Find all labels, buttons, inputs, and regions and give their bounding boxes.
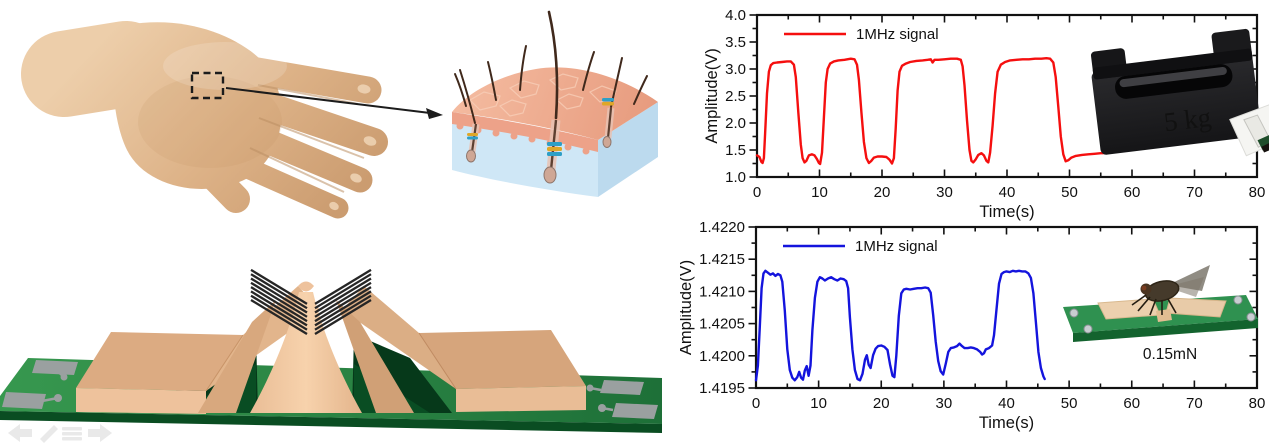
x-tick-label: 50 bbox=[1061, 184, 1078, 201]
epidermis-band bbox=[452, 112, 598, 152]
fly-legs bbox=[1131, 294, 1177, 316]
y-tick-label: 2.0 bbox=[725, 115, 746, 132]
viewer-toolbar bbox=[8, 424, 112, 443]
x-tick-label: 40 bbox=[999, 184, 1016, 201]
y-tick-label: 1.4205 bbox=[699, 316, 745, 333]
fingernail bbox=[357, 84, 371, 94]
fingernail bbox=[350, 173, 362, 183]
signal-trace bbox=[754, 269, 1046, 382]
y-tick-label: 1.0 bbox=[725, 169, 746, 186]
fingernail bbox=[329, 201, 339, 211]
x-tick-label: 0 bbox=[753, 184, 761, 201]
y-tick-label: 4.0 bbox=[725, 7, 746, 24]
x-tick-label: 20 bbox=[873, 395, 890, 412]
y-axis-title: Amplitude(V) bbox=[680, 260, 695, 355]
y-tick-label: 2.5 bbox=[725, 88, 746, 105]
plot-area: 0 10 20 30 40 50 60 70 80 1.4195 1.4200 1.4205 1.421… bbox=[680, 222, 1265, 432]
membrane-flap-right bbox=[1165, 297, 1227, 318]
force-label: 0.15mN bbox=[1143, 346, 1197, 363]
x-tick-label: 40 bbox=[998, 395, 1015, 412]
y-tick-label: 1.5 bbox=[725, 142, 746, 159]
y-tick-label: 3.5 bbox=[725, 34, 746, 51]
weight-mass-label: 5 kg bbox=[1162, 102, 1213, 138]
skin-cross-section bbox=[452, 10, 658, 197]
marked-region-box bbox=[190, 71, 225, 100]
membrane-bridge bbox=[76, 281, 586, 414]
illustration-panel bbox=[0, 10, 662, 443]
weight-photo-inset: 5 kg bbox=[1090, 28, 1269, 157]
pcb-pads bbox=[2, 360, 658, 419]
arch-leg-left bbox=[198, 300, 276, 413]
x-axis-title: Time(s) bbox=[979, 203, 1034, 221]
fly-response-chart: 0 10 20 30 40 50 60 70 80 1.4195 1.4200 1.4205 1.421… bbox=[680, 222, 1269, 444]
bristle-array bbox=[250, 268, 372, 335]
fly-eye bbox=[1141, 285, 1147, 291]
legend-label: 1MHz signal bbox=[856, 26, 939, 43]
sensor-device bbox=[0, 268, 662, 433]
x-tick-label: 60 bbox=[1123, 395, 1140, 412]
y-axis-title: Amplitude(V) bbox=[703, 48, 721, 143]
y-tick-label: 1.4195 bbox=[699, 380, 745, 397]
membrane-flap-left bbox=[1097, 298, 1161, 320]
arch-leg-right bbox=[336, 300, 414, 413]
follicle-bumps bbox=[456, 122, 590, 155]
tick-labels: 0 10 20 30 40 50 60 70 80 1.0 1.5 2.0 2.5 3.0 3.5 4.0 Ti… bbox=[703, 7, 1265, 221]
pencil-icon[interactable] bbox=[40, 425, 58, 443]
membrane-center bbox=[1156, 309, 1172, 322]
x-tick-label: 70 bbox=[1186, 395, 1203, 412]
x-tick-label: 30 bbox=[936, 184, 953, 201]
hand-illustration bbox=[21, 21, 388, 219]
legend-label: 1MHz signal bbox=[855, 238, 938, 255]
y-tick-label: 1.4220 bbox=[699, 222, 745, 236]
hair-strands bbox=[454, 10, 648, 124]
fingernail bbox=[363, 136, 377, 146]
dermis-side bbox=[598, 102, 658, 197]
y-tick-label: 1.4215 bbox=[699, 251, 745, 268]
y-tick-label: 1.4200 bbox=[699, 348, 745, 365]
plot-frame bbox=[754, 225, 1259, 390]
x-tick-label: 20 bbox=[874, 184, 891, 201]
pcb-screws bbox=[1069, 295, 1256, 334]
x-tick-label: 30 bbox=[936, 395, 953, 412]
y-tick-label: 3.0 bbox=[725, 61, 746, 78]
y-tick-label: 1.4210 bbox=[699, 283, 745, 300]
pcb-edge bbox=[0, 411, 662, 433]
follicle-sensor-rings bbox=[467, 98, 614, 156]
x-tick-label: 60 bbox=[1124, 184, 1141, 201]
forward-arrow-icon[interactable] bbox=[88, 424, 112, 442]
menu-icon[interactable] bbox=[62, 427, 82, 441]
apex-ridge bbox=[298, 281, 314, 292]
x-tick-label: 80 bbox=[1249, 395, 1266, 412]
sensor-under-weight bbox=[1229, 103, 1269, 157]
signal-trace bbox=[755, 57, 1105, 166]
pressure-response-chart: 0 10 20 30 40 50 60 70 80 1.0 1.5 2.0 2.5 3.0 3.5 4.0 Ti… bbox=[680, 0, 1269, 222]
x-tick-label: 70 bbox=[1186, 184, 1203, 201]
fly-wing bbox=[1166, 277, 1204, 297]
annotation-arrow bbox=[225, 87, 443, 119]
fly-photo-inset: 0.15mN bbox=[1063, 265, 1258, 363]
back-arrow-icon[interactable] bbox=[8, 424, 32, 442]
x-tick-label: 10 bbox=[810, 395, 827, 412]
x-tick-label: 0 bbox=[752, 395, 760, 412]
tick-labels: 0 10 20 30 40 50 60 70 80 1.4195 1.4200 1.4205 1.421… bbox=[680, 222, 1265, 432]
arch-column bbox=[250, 292, 362, 413]
x-tick-label: 80 bbox=[1249, 184, 1266, 201]
x-axis-title: Time(s) bbox=[979, 414, 1034, 432]
axis-ticks bbox=[748, 226, 1258, 389]
fly-photo bbox=[1131, 265, 1210, 316]
x-tick-label: 50 bbox=[1061, 395, 1078, 412]
arrowhead-icon bbox=[426, 108, 443, 119]
x-tick-label: 10 bbox=[811, 184, 828, 201]
